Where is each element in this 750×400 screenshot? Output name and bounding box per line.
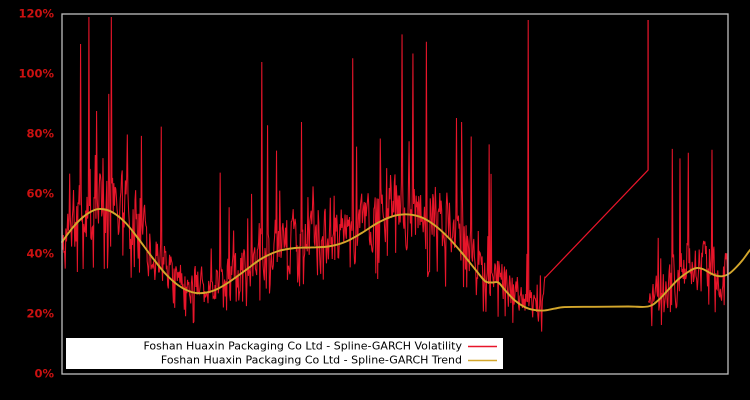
y-tick-label-4: 80% bbox=[26, 127, 54, 141]
y-tick-label-6: 120% bbox=[18, 7, 54, 21]
y-axis-tick-labels: 0% 20% 40% 60% 80% 100% 120% bbox=[18, 7, 54, 381]
y-tick-label-3: 60% bbox=[26, 187, 54, 201]
legend-label-volatility: Foshan Huaxin Packaging Co Ltd - Spline-… bbox=[143, 340, 462, 353]
volatility-gap-bridge bbox=[544, 20, 649, 279]
plot-frame bbox=[61, 13, 729, 375]
y-tick-label-5: 100% bbox=[18, 67, 54, 81]
legend: Foshan Huaxin Packaging Co Ltd - Spline-… bbox=[66, 338, 503, 369]
volatility-line bbox=[61, 16, 729, 332]
legend-label-trend: Foshan Huaxin Packaging Co Ltd - Spline-… bbox=[161, 354, 462, 367]
series-trend-line bbox=[61, 208, 750, 312]
y-tick-label-1: 20% bbox=[26, 307, 54, 321]
y-tick-label-2: 40% bbox=[26, 247, 54, 261]
legend-background bbox=[66, 338, 503, 369]
series-volatility bbox=[61, 16, 729, 332]
y-tick-label-0: 0% bbox=[34, 367, 54, 381]
